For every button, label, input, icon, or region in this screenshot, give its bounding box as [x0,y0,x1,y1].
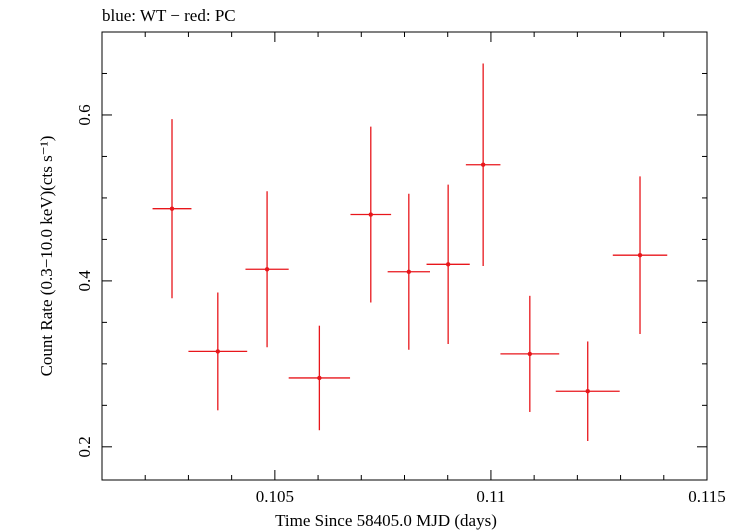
point-marker [480,162,486,167]
y-tick-label: 0.6 [75,104,94,125]
data-point [555,341,620,442]
point-marker [169,206,175,211]
data-point [188,292,248,411]
data-point [288,325,351,431]
point-marker [215,349,221,354]
point-marker [637,252,643,258]
x-tick-label: 0.105 [256,487,294,506]
plot-frame [101,31,708,481]
data-points [152,63,668,442]
axis-tick-labels: 0.105 0.11 0.115 0.2 0.4 0.6 [75,104,726,506]
data-point [152,119,192,299]
data-point [500,295,560,412]
x-tick-label: 0.11 [476,487,505,506]
point-marker [264,267,270,272]
point-marker [585,389,590,394]
point-marker [406,269,412,274]
y-axis-label: Count Rate (0.3−10.0 keV)(cts s⁻¹) [37,136,56,377]
point-marker [527,351,533,357]
axis-ticks [101,31,708,480]
chart-title: blue: WT − red: PC [102,6,236,25]
data-point [612,176,668,334]
point-marker [445,262,451,267]
data-point [426,184,470,344]
point-marker [368,212,373,217]
data-point [245,191,289,348]
point-marker [317,375,322,381]
x-tick-label: 0.115 [688,487,726,506]
data-point [387,193,430,350]
data-point [350,126,392,303]
data-point [465,63,501,266]
x-axis-label: Time Since 58405.0 MJD (days) [275,511,497,530]
y-tick-label: 0.4 [75,270,94,292]
y-tick-label: 0.2 [75,436,94,457]
